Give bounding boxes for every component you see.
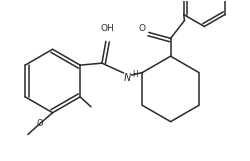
- Text: O: O: [36, 119, 43, 128]
- Text: N: N: [124, 73, 131, 83]
- Text: H: H: [131, 70, 137, 79]
- Text: O: O: [138, 24, 145, 33]
- Text: OH: OH: [100, 24, 114, 33]
